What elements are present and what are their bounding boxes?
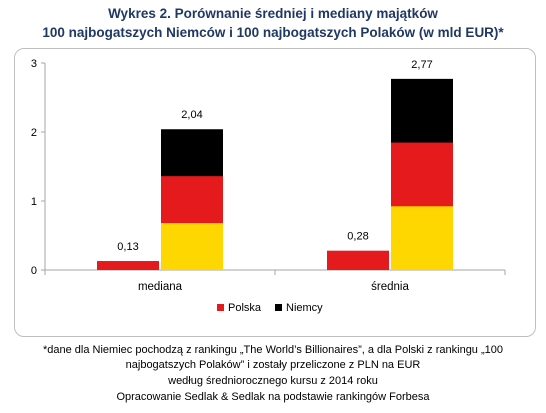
footnote-line-2: najbogatszych Polaków” i zostały przelic… <box>125 359 421 371</box>
bar-niemcy-gold-segment <box>391 206 453 270</box>
data-label-polska: 0,13 <box>117 241 138 253</box>
x-tick-label: mediana <box>138 281 183 293</box>
bar-niemcy-red-segment <box>161 176 223 224</box>
bar-polska <box>97 261 159 270</box>
bar-polska <box>327 250 389 270</box>
footnote-line-1: *dane dla Niemiec pochodzą z rankingu „T… <box>43 344 503 356</box>
footnote-line-3: według średniorocznego kursu z 2014 roku <box>168 375 378 387</box>
bar-niemcy-gold-segment <box>161 223 223 270</box>
footnote-line-4: Opracowanie Sedlak & Sedlak na podstawie… <box>116 391 430 403</box>
x-tick-label: średnia <box>371 281 409 293</box>
legend-label: Polska <box>228 302 262 314</box>
chart-title-line-1: Wykres 2. Porównanie średniej i mediany … <box>108 6 438 21</box>
chart-frame: 0 1 2 3 0,13 2,04 mediana 0,28 2,77 średnia Polska… <box>14 48 536 337</box>
legend-label: Niemcy <box>286 302 323 314</box>
y-tick-label: 0 <box>31 265 37 277</box>
legend-swatch <box>275 304 282 311</box>
y-tick-label: 3 <box>31 58 37 70</box>
data-label-polska: 0,28 <box>347 231 368 243</box>
bar-niemcy-black-segment <box>391 78 453 144</box>
bar-niemcy-black-segment <box>161 129 223 177</box>
data-label-niemcy: 2,04 <box>181 109 202 121</box>
chart-title-line-2: 100 najbogatszych Niemców i 100 najbogat… <box>42 25 504 40</box>
y-tick-label: 2 <box>31 127 37 139</box>
y-tick-label: 1 <box>31 196 37 208</box>
chart-plot: 0 1 2 3 0,13 2,04 mediana 0,28 2,77 średnia Polska… <box>31 58 506 314</box>
data-label-niemcy: 2,77 <box>411 59 432 71</box>
legend-swatch <box>217 304 224 311</box>
bar-niemcy-red-segment <box>391 142 453 207</box>
